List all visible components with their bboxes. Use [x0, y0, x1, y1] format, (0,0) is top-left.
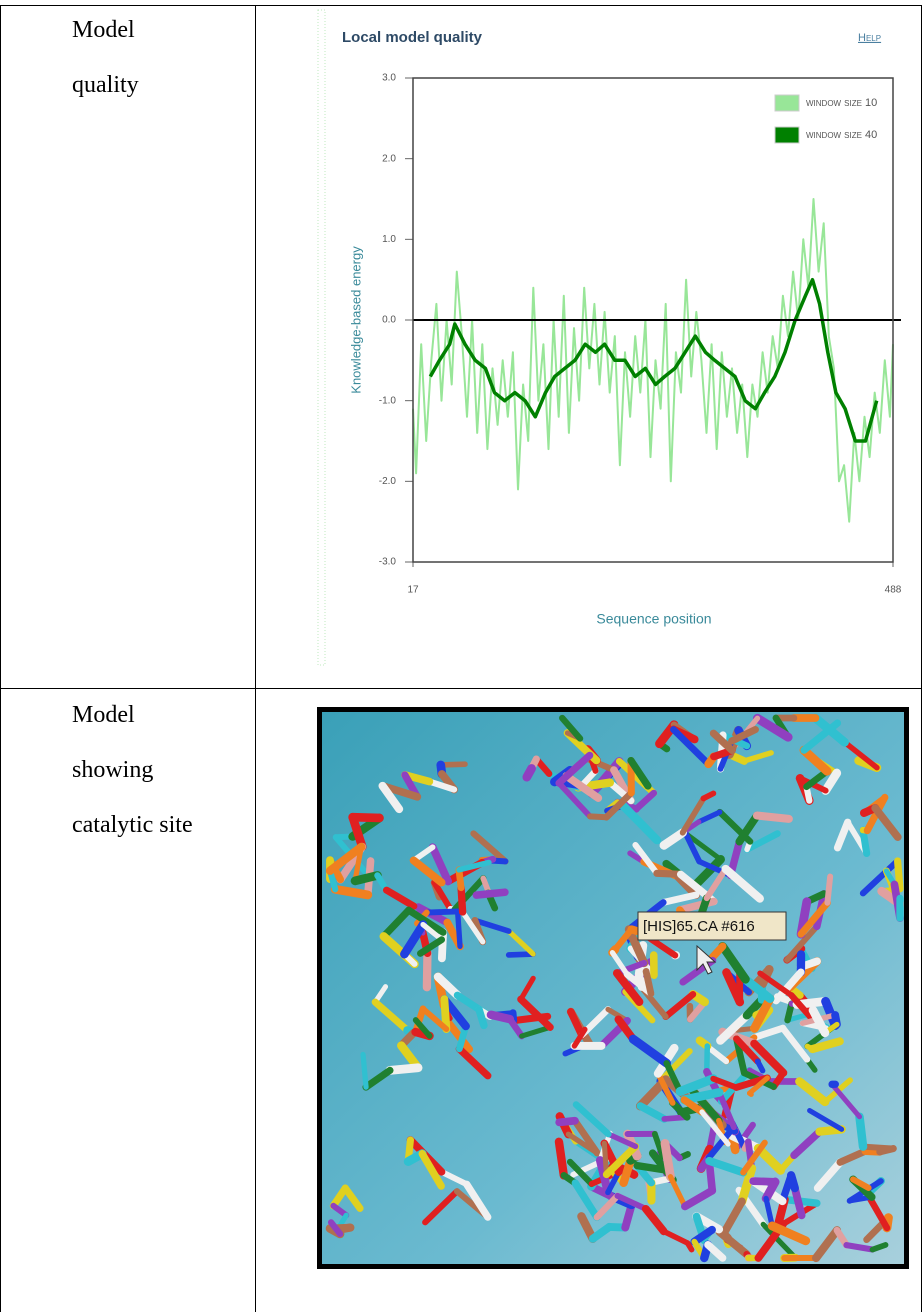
x-axis-label: Sequence position [596, 611, 711, 627]
protein-segment [458, 911, 460, 946]
legend-swatch [775, 127, 799, 143]
protein-segment [461, 888, 463, 912]
legend-label: window size 40 [806, 129, 877, 141]
protein-segment [527, 769, 532, 778]
protein-segment [646, 971, 651, 993]
protein-segment [827, 877, 830, 903]
page: Modelquality Modelshowingcatalytic site … [0, 0, 923, 1312]
x-tick-label: 488 [885, 585, 902, 596]
panel-strip [318, 10, 325, 665]
y-tick-label: 2.0 [382, 153, 396, 164]
protein-segment [390, 1068, 418, 1071]
protein-segment [757, 816, 789, 819]
protein-segment [750, 1093, 752, 1094]
protein-segment [476, 892, 504, 895]
protein-segment [707, 1046, 708, 1072]
model-image: [HIS]65.CA #616 [0, 688, 923, 1312]
legend-label: window size 10 [806, 97, 877, 109]
protein-segment [427, 953, 428, 987]
y-tick-label: 0.0 [382, 315, 396, 326]
chart: Local model quality Help Sequence positi… [0, 0, 923, 688]
protein-segment [335, 889, 368, 895]
protein-segment [355, 875, 377, 880]
protein-segment [559, 1142, 564, 1176]
protein-segment [442, 932, 443, 958]
y-tick-label: -1.0 [379, 395, 397, 406]
protein-segment [509, 954, 534, 955]
y-tick-label: 1.0 [382, 234, 396, 245]
protein-segment [863, 1147, 893, 1149]
x-tick-label: 17 [407, 585, 419, 596]
y-tick-label: -2.0 [379, 476, 397, 487]
protein-segment [427, 911, 458, 912]
chart-title: Local model quality [342, 29, 483, 46]
y-tick-label: 3.0 [382, 73, 396, 84]
protein-segment [559, 1121, 575, 1123]
protein-segment [665, 1143, 670, 1176]
help-link[interactable]: Help [858, 32, 881, 44]
y-axis-label: Knowledge-based energy [348, 246, 363, 394]
protein-segment [479, 1010, 484, 1026]
legend-swatch [775, 95, 799, 111]
series-line [413, 199, 893, 522]
y-tick-label: -3.0 [379, 557, 397, 568]
tooltip-text: [HIS]65.CA #616 [643, 918, 755, 935]
protein-segment [688, 1243, 692, 1250]
protein-segment [363, 1054, 366, 1087]
protein-segment [860, 1117, 864, 1147]
